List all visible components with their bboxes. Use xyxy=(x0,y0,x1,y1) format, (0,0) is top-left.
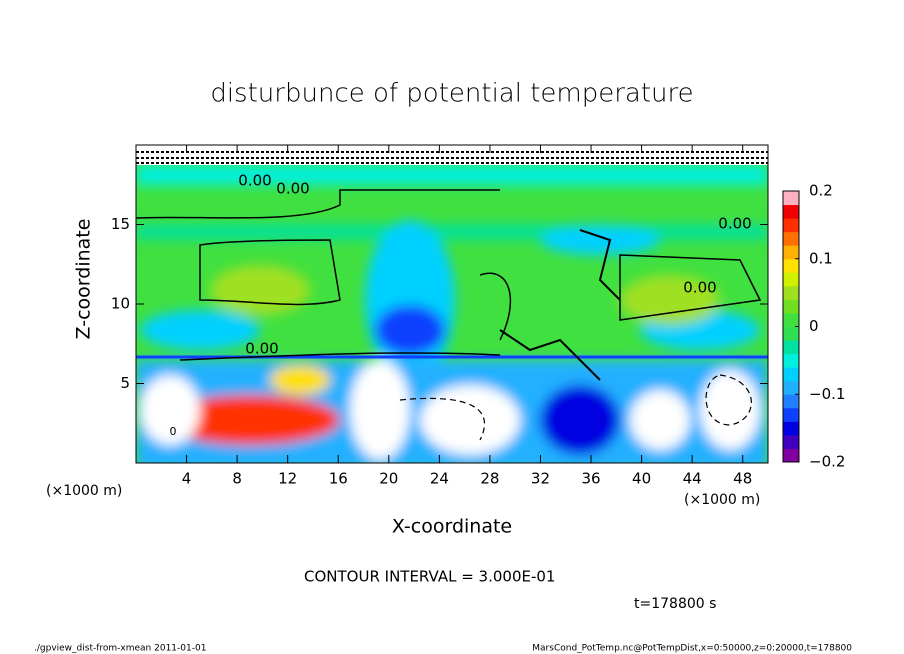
field xyxy=(136,145,768,463)
y-tick-label: 5 xyxy=(120,374,130,392)
time-label: t=178800 s xyxy=(634,596,716,612)
y-axis-label: Z-coordinate xyxy=(73,219,95,340)
contour-label: 0.00 xyxy=(238,172,271,190)
colorbar-tick-label: 0.1 xyxy=(809,249,833,267)
colorbar-swatch xyxy=(783,299,799,314)
field-blob xyxy=(630,390,690,450)
contour-label: 0.00 xyxy=(718,215,751,233)
colorbar-tick-label: 0.2 xyxy=(809,182,833,200)
x-unit: (×1000 m) xyxy=(684,492,760,508)
contour-label: 0 xyxy=(170,425,177,438)
contour-line xyxy=(499,229,621,381)
y-tick-label: 15 xyxy=(111,215,130,233)
colorbar-swatch xyxy=(783,367,799,382)
footer-right: MarsCond_PotTemp.nc@PotTempDist,x=0:5000… xyxy=(532,644,852,654)
contour-line xyxy=(399,374,752,441)
x-tick-label: 32 xyxy=(531,470,550,488)
x-tick-label: 48 xyxy=(733,470,752,488)
colorbar-swatch xyxy=(783,326,799,341)
field-top-noise xyxy=(136,151,768,164)
contour-line xyxy=(136,189,762,361)
x-tick-label: 28 xyxy=(480,470,499,488)
colorbar-swatch xyxy=(783,285,799,300)
colorbar-swatch xyxy=(783,312,799,327)
field-blob xyxy=(620,275,720,325)
field-blob xyxy=(700,370,760,450)
colorbar-tick-label: −0.1 xyxy=(809,385,845,403)
field-top-noise xyxy=(136,145,768,165)
field-blob xyxy=(160,395,340,445)
field-blob xyxy=(136,165,768,185)
contour-label: 0.00 xyxy=(276,180,309,198)
field-blob xyxy=(350,360,410,460)
field-blob xyxy=(140,310,260,350)
colorbar-swatch xyxy=(783,218,799,233)
field-blob xyxy=(540,225,660,255)
contour-label: 0.00 xyxy=(683,279,716,297)
colorbar-swatch xyxy=(783,272,799,287)
field-blob xyxy=(270,365,330,395)
x-tick-label: 4 xyxy=(182,470,192,488)
x-tick-label: 40 xyxy=(632,470,651,488)
footer-left: ./gpview_dist-from-xmean 2011-01-01 xyxy=(34,644,206,654)
field-blob xyxy=(136,225,768,239)
field-blob xyxy=(210,265,310,315)
field-shading xyxy=(136,165,768,463)
colorbar-swatch xyxy=(783,380,799,395)
colorbar-swatch xyxy=(783,407,799,422)
field-blob xyxy=(375,305,445,355)
field-blob xyxy=(140,375,200,445)
x-unit: (×1000 m) xyxy=(46,483,122,499)
y-tick-label: 10 xyxy=(111,295,130,313)
colorbar-swatch xyxy=(783,434,799,449)
colorbar-tick-label: 0 xyxy=(809,317,819,335)
x-tick-label: 16 xyxy=(329,470,348,488)
x-tick-label: 20 xyxy=(379,470,398,488)
x-tick-label: 36 xyxy=(581,470,600,488)
contour-interval: CONTOUR INTERVAL = 3.000E-01 xyxy=(304,568,555,586)
colorbar-swatch xyxy=(783,258,799,273)
colorbar-swatch xyxy=(783,204,799,219)
colorbar-tick-label: −0.2 xyxy=(809,453,845,471)
colorbar-swatch xyxy=(783,340,799,355)
x-axis-label: X-coordinate xyxy=(392,516,512,538)
colorbar-swatch xyxy=(783,421,799,436)
colorbar-swatch xyxy=(783,245,799,260)
x-tick-label: 8 xyxy=(232,470,242,488)
colorbar-swatch xyxy=(783,231,799,246)
x-tick-label: 12 xyxy=(278,470,297,488)
x-tick-label: 44 xyxy=(683,470,702,488)
field-blob xyxy=(420,385,520,455)
field-blob xyxy=(540,385,620,455)
chart-title: disturbunce of potential temperature xyxy=(210,79,693,109)
colorbar-swatch xyxy=(783,448,799,463)
x-tick-label: 24 xyxy=(430,470,449,488)
colorbar-swatch xyxy=(783,394,799,409)
colorbar-swatch xyxy=(783,191,799,206)
contour-label: 0.00 xyxy=(245,340,278,358)
colorbar-swatch xyxy=(783,353,799,368)
